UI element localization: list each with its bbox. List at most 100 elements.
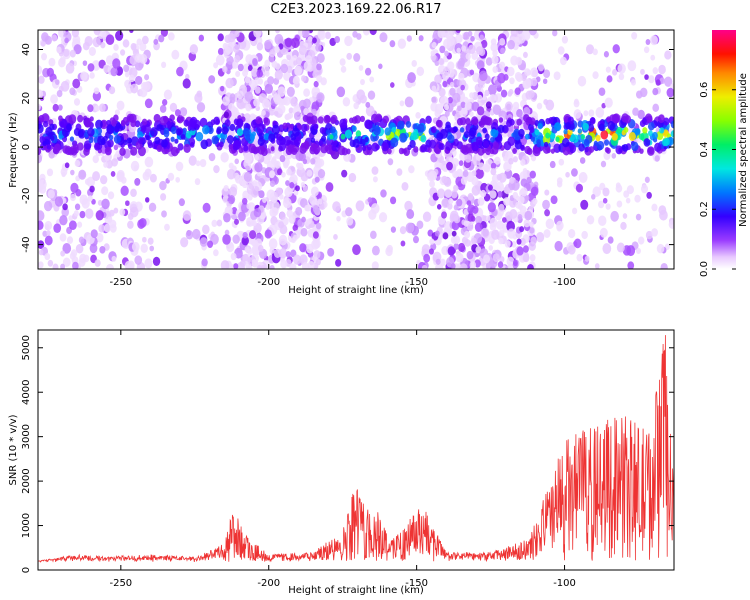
heatmap-cell: [562, 137, 570, 148]
heatmap-cell: [211, 219, 218, 228]
heatmap-cell: [642, 127, 648, 134]
heatmap-cell: [430, 126, 437, 134]
heatmap-cell: [346, 216, 354, 226]
heatmap-cell: [385, 246, 393, 257]
heatmap-cell: [62, 257, 71, 267]
heatmap-cell: [438, 88, 446, 97]
heatmap-cell: [626, 185, 634, 195]
heatmap-cell: [190, 116, 198, 126]
heatmap-cell: [351, 125, 357, 133]
heatmap-cell: [656, 243, 665, 254]
heatmap-cell: [431, 85, 437, 92]
heatmap-cell: [471, 237, 477, 245]
heatmap-cell: [174, 138, 179, 144]
heatmap-cell: [637, 236, 645, 245]
heatmap-cell: [274, 160, 281, 169]
heatmap-cell: [334, 35, 341, 44]
heatmap-cell: [446, 161, 453, 171]
heatmap-cell: [292, 224, 298, 232]
spectrogram-x-tick-label: -100: [553, 277, 576, 288]
heatmap-cell: [485, 101, 492, 109]
heatmap-cell: [499, 38, 506, 46]
snr-y-tick-label: 4000: [21, 379, 32, 404]
heatmap-cell: [353, 53, 361, 62]
heatmap-cell: [524, 68, 531, 77]
heatmap-cell: [520, 159, 526, 166]
heatmap-cell: [160, 193, 167, 201]
heatmap-cell: [430, 102, 438, 112]
heatmap-cell: [466, 250, 474, 260]
heatmap-cell: [643, 46, 650, 54]
spectrogram-heatmap: [38, 30, 674, 269]
heatmap-cell: [497, 72, 506, 84]
heatmap-cell: [300, 227, 308, 237]
heatmap-cell: [457, 105, 462, 112]
heatmap-cell: [294, 65, 303, 76]
colorbar-tick-label: 0.6: [699, 82, 710, 98]
heatmap-cell: [399, 100, 405, 107]
heatmap-cell: [489, 217, 498, 228]
heatmap-cell: [507, 66, 515, 77]
heatmap-cell: [241, 197, 248, 205]
heatmap-cell: [269, 170, 276, 178]
heatmap-cell: [129, 30, 134, 34]
heatmap-cell: [256, 36, 263, 45]
heatmap-cell: [147, 237, 154, 245]
heatmap-cell: [245, 103, 252, 112]
heatmap-cell: [490, 42, 498, 52]
heatmap-cell: [603, 51, 609, 58]
heatmap-cell: [48, 57, 56, 67]
heatmap-cell: [546, 147, 551, 154]
heatmap-cell: [58, 58, 66, 68]
snr-frame: [37, 329, 675, 571]
heatmap-cell: [170, 126, 177, 135]
heatmap-cell: [654, 155, 660, 162]
heatmap-cell: [88, 46, 97, 56]
heatmap-cell: [659, 127, 665, 134]
heatmap-cell: [97, 135, 105, 146]
heatmap-cell: [434, 230, 440, 237]
heatmap-cell: [49, 123, 55, 131]
heatmap-cell: [498, 203, 505, 212]
heatmap-cell: [429, 180, 436, 188]
heatmap-cell: [528, 30, 537, 36]
snr-x-tick-label: -250: [109, 578, 132, 589]
heatmap-cell: [91, 198, 96, 205]
heatmap-cell: [199, 117, 208, 128]
heatmap-cell: [458, 160, 464, 166]
heatmap-cell: [213, 165, 220, 174]
heatmap-cell: [522, 245, 529, 253]
heatmap-cell: [594, 263, 600, 269]
heatmap-cell: [523, 107, 531, 117]
heatmap-cell: [595, 107, 605, 118]
heatmap-cell: [92, 171, 101, 182]
heatmap-cell: [447, 61, 455, 71]
heatmap-cell: [616, 126, 623, 134]
spectrogram-x-tick-label: -150: [405, 277, 428, 288]
heatmap-cell: [303, 98, 311, 109]
spectrogram-y-tick-label: -40: [21, 236, 32, 252]
heatmap-cell: [266, 153, 272, 161]
heatmap-cell: [518, 196, 525, 204]
heatmap-cell: [577, 128, 582, 134]
heatmap-cell: [571, 207, 578, 215]
heatmap-cell: [236, 128, 244, 137]
heatmap-cell: [257, 244, 264, 252]
heatmap-cell: [161, 210, 167, 218]
heatmap-cell: [150, 127, 158, 137]
heatmap-cell: [516, 118, 523, 126]
heatmap-cell: [59, 233, 67, 242]
heatmap-cell: [526, 147, 533, 156]
heatmap-cell: [520, 144, 526, 152]
heatmap-cell: [62, 242, 72, 254]
heatmap-cell: [310, 115, 318, 125]
snr-y-tick-label: 1000: [21, 513, 32, 538]
heatmap-cell: [293, 111, 301, 121]
heatmap-cell: [164, 223, 170, 231]
heatmap-cell: [497, 124, 505, 134]
heatmap-cell: [130, 119, 137, 128]
heatmap-cell: [530, 136, 536, 142]
heatmap-cell: [129, 206, 139, 218]
colorbar-label: Normalized spectral amplitude: [738, 73, 749, 227]
heatmap-cell: [485, 215, 491, 222]
